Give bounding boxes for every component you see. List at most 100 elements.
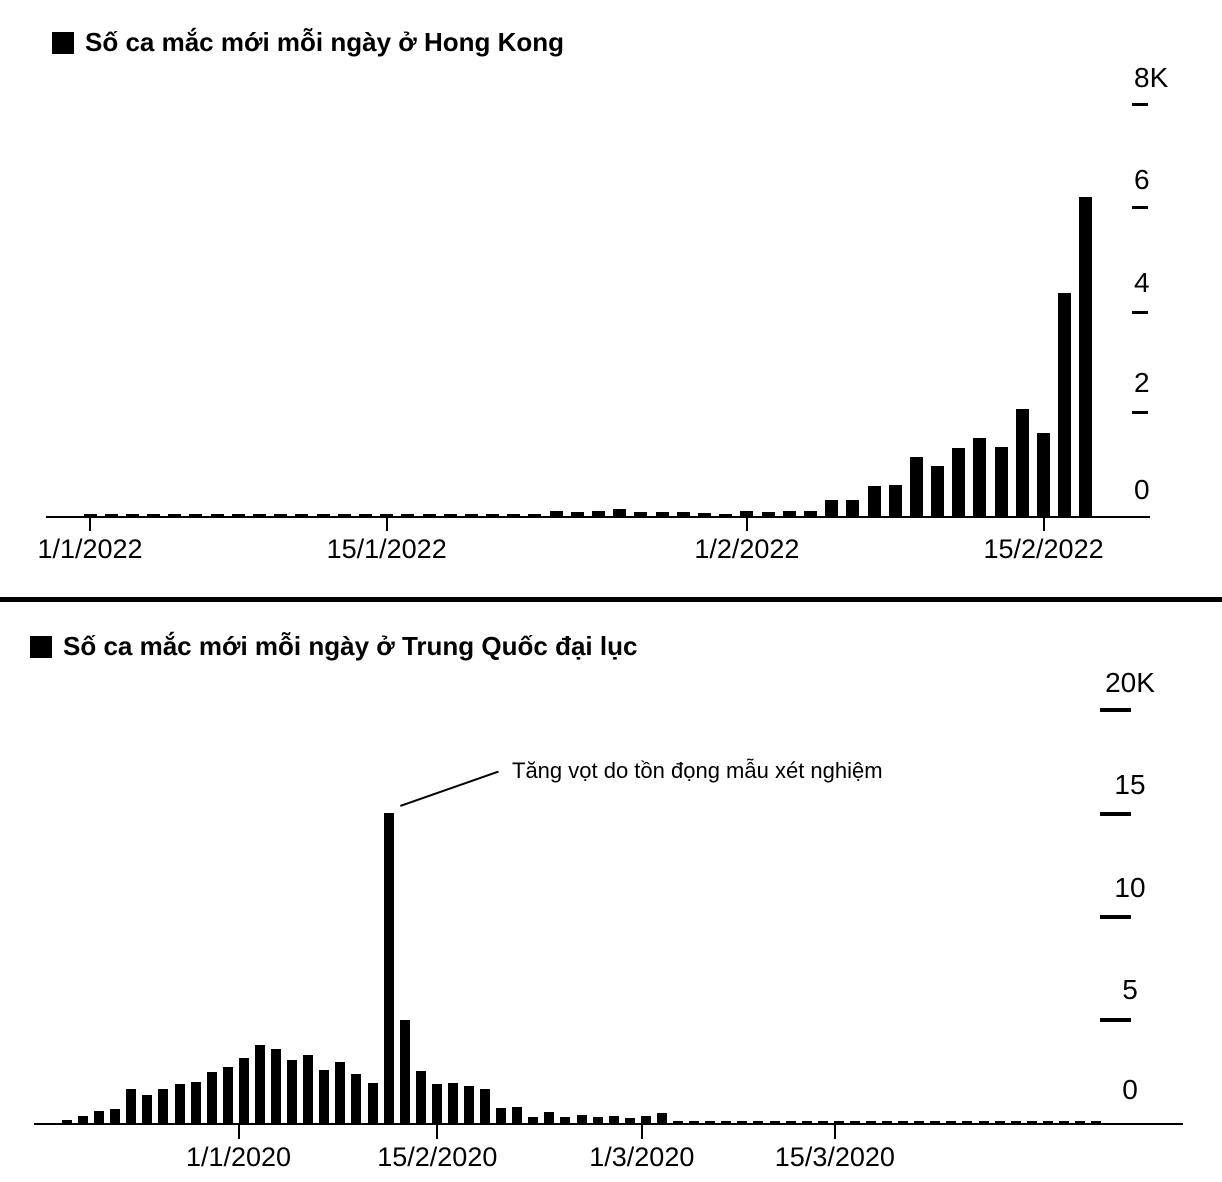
bar — [624, 1118, 635, 1125]
bar — [740, 511, 754, 518]
bar — [401, 514, 415, 518]
bar — [447, 1083, 458, 1125]
bar — [210, 514, 224, 518]
bar — [1058, 293, 1072, 518]
bar — [496, 1108, 507, 1125]
bar — [608, 1116, 619, 1125]
y-tick-dash — [1100, 708, 1131, 712]
bar — [158, 1089, 169, 1125]
bar — [351, 1074, 362, 1125]
bar — [238, 1058, 249, 1125]
bar — [125, 514, 139, 518]
bar — [952, 448, 966, 518]
bar — [83, 514, 97, 518]
bar — [335, 1062, 346, 1125]
y-tick-label: 0 — [1134, 474, 1150, 505]
bar — [655, 512, 669, 518]
bar — [817, 1121, 828, 1125]
x-tick-mark — [745, 518, 748, 531]
x-tick-mark — [1042, 518, 1045, 531]
hongkong-legend: Số ca mắc mới mỗi ngày ở Hong Kong — [52, 27, 564, 58]
bar — [464, 514, 478, 518]
bar — [126, 1089, 137, 1125]
bar — [383, 813, 394, 1125]
y-tick-label: 4 — [1134, 267, 1150, 298]
bar — [698, 513, 711, 518]
bar — [104, 514, 118, 518]
hongkong-chart-title: Số ca mắc mới mỗi ngày ở Hong Kong — [85, 27, 565, 57]
bar — [803, 511, 817, 518]
bar — [994, 1121, 1005, 1125]
bar — [801, 1121, 812, 1125]
bar — [994, 447, 1008, 518]
bar — [673, 1121, 684, 1125]
bar — [415, 1071, 426, 1125]
bar — [142, 1095, 153, 1125]
bar — [640, 1116, 651, 1125]
bar — [528, 1117, 539, 1125]
bar — [287, 1060, 298, 1125]
bar — [882, 1121, 893, 1125]
y-tick-label: 5 — [1122, 974, 1138, 1005]
y-tick-label: 2 — [1134, 367, 1150, 398]
bar — [676, 512, 690, 518]
x-tick-label: 1/1/2022 — [37, 534, 143, 564]
bar — [480, 1089, 491, 1125]
y-tick-dash — [1132, 311, 1148, 314]
bar — [337, 514, 351, 518]
bar — [549, 511, 563, 518]
y-tick-dash — [1132, 411, 1148, 414]
bar — [846, 500, 860, 518]
x-tick-mark — [385, 518, 388, 531]
bar — [946, 1121, 957, 1125]
bar — [560, 1117, 571, 1125]
y-tick-dash — [1132, 103, 1148, 106]
bar — [719, 514, 733, 518]
mainland-china-legend: Số ca mắc mới mỗi ngày ở Trung Quốc đại … — [30, 631, 637, 662]
bar — [422, 514, 436, 518]
bar — [254, 1045, 265, 1125]
x-tick-mark — [237, 1125, 240, 1139]
y-tick-label: 8K — [1134, 62, 1169, 93]
bar — [367, 1083, 378, 1125]
y-tick-dash — [1100, 1018, 1131, 1022]
bar — [785, 1121, 796, 1125]
bar — [464, 1086, 474, 1125]
bar — [1079, 197, 1093, 518]
bar — [1037, 433, 1051, 518]
bar — [295, 514, 309, 518]
y-tick-dash — [1100, 915, 1131, 919]
bar — [189, 514, 203, 518]
bar — [898, 1121, 909, 1125]
bar — [576, 1115, 587, 1125]
bar — [231, 514, 245, 518]
bar — [274, 514, 288, 518]
bar — [78, 1116, 89, 1125]
bar — [528, 514, 542, 518]
bar — [849, 1121, 860, 1125]
bar — [909, 457, 923, 518]
bar — [316, 514, 330, 518]
y-tick-label: 15 — [1114, 769, 1146, 800]
bar — [168, 514, 182, 518]
mainland-china-chart-title: Số ca mắc mới mỗi ngày ở Trung Quốc đại … — [63, 631, 638, 661]
bar — [174, 1084, 185, 1125]
section-divider — [0, 597, 1222, 602]
x-tick-label: 15/2/2020 — [377, 1142, 498, 1172]
bar — [1058, 1121, 1069, 1125]
spike-annotation: Tăng vọt do tồn đọng mẫu xét nghiệm — [512, 758, 883, 783]
bar — [782, 511, 796, 518]
bar — [512, 1107, 523, 1125]
bar — [380, 514, 394, 518]
bar — [544, 1112, 555, 1125]
x-tick-label: 15/2/2022 — [983, 534, 1104, 564]
bar — [761, 512, 775, 518]
bar — [930, 1121, 941, 1125]
bar — [613, 509, 627, 518]
bar — [592, 511, 606, 518]
x-tick-label: 15/3/2020 — [774, 1142, 895, 1172]
bar — [769, 1121, 780, 1125]
x-tick-mark — [640, 1125, 643, 1139]
bar — [1010, 1121, 1021, 1125]
